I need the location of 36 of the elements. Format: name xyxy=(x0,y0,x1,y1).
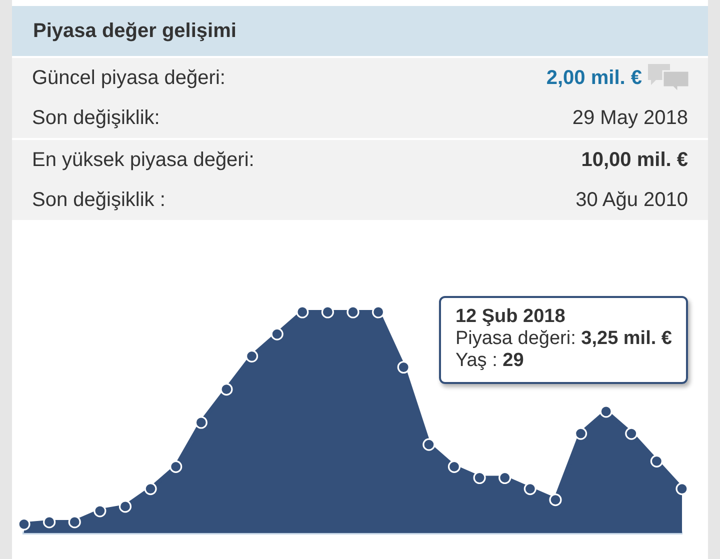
point xyxy=(321,306,334,318)
text: Son değişiklik: xyxy=(32,106,160,130)
point xyxy=(625,427,638,440)
point xyxy=(422,438,436,451)
point xyxy=(676,482,688,496)
point xyxy=(600,405,612,418)
point xyxy=(245,350,258,362)
text: 30 Ağu 2010 xyxy=(576,188,688,212)
point xyxy=(397,360,410,374)
point xyxy=(296,306,309,318)
point xyxy=(220,383,233,396)
chart-title: Piyasa değer gelişimi xyxy=(32,20,236,42)
point xyxy=(346,306,360,318)
text: 10,00 mil. € xyxy=(581,148,688,172)
annotation: 12 Şub 2018 xyxy=(455,306,566,328)
point xyxy=(473,471,486,484)
point xyxy=(650,454,663,468)
point xyxy=(94,504,106,518)
point xyxy=(574,427,588,440)
text: Güncel piyasa değeri: xyxy=(32,66,226,90)
point xyxy=(118,500,132,513)
point xyxy=(270,328,284,340)
point xyxy=(549,494,562,506)
point xyxy=(170,460,182,473)
point xyxy=(43,516,56,528)
point xyxy=(524,482,536,496)
annotation: Piyasa değeri: 3,25 mil. € xyxy=(455,328,672,349)
text: 29 May 2018 xyxy=(572,106,688,130)
annotation: Yaş : 29 xyxy=(455,350,524,371)
point xyxy=(498,471,512,484)
text: 2,00 mil. € xyxy=(546,66,643,90)
point xyxy=(448,460,461,473)
text: En yüksek piyasa değeri: xyxy=(32,148,254,172)
point xyxy=(144,482,157,496)
text: Son değişiklik : xyxy=(32,188,166,212)
point xyxy=(68,516,81,528)
